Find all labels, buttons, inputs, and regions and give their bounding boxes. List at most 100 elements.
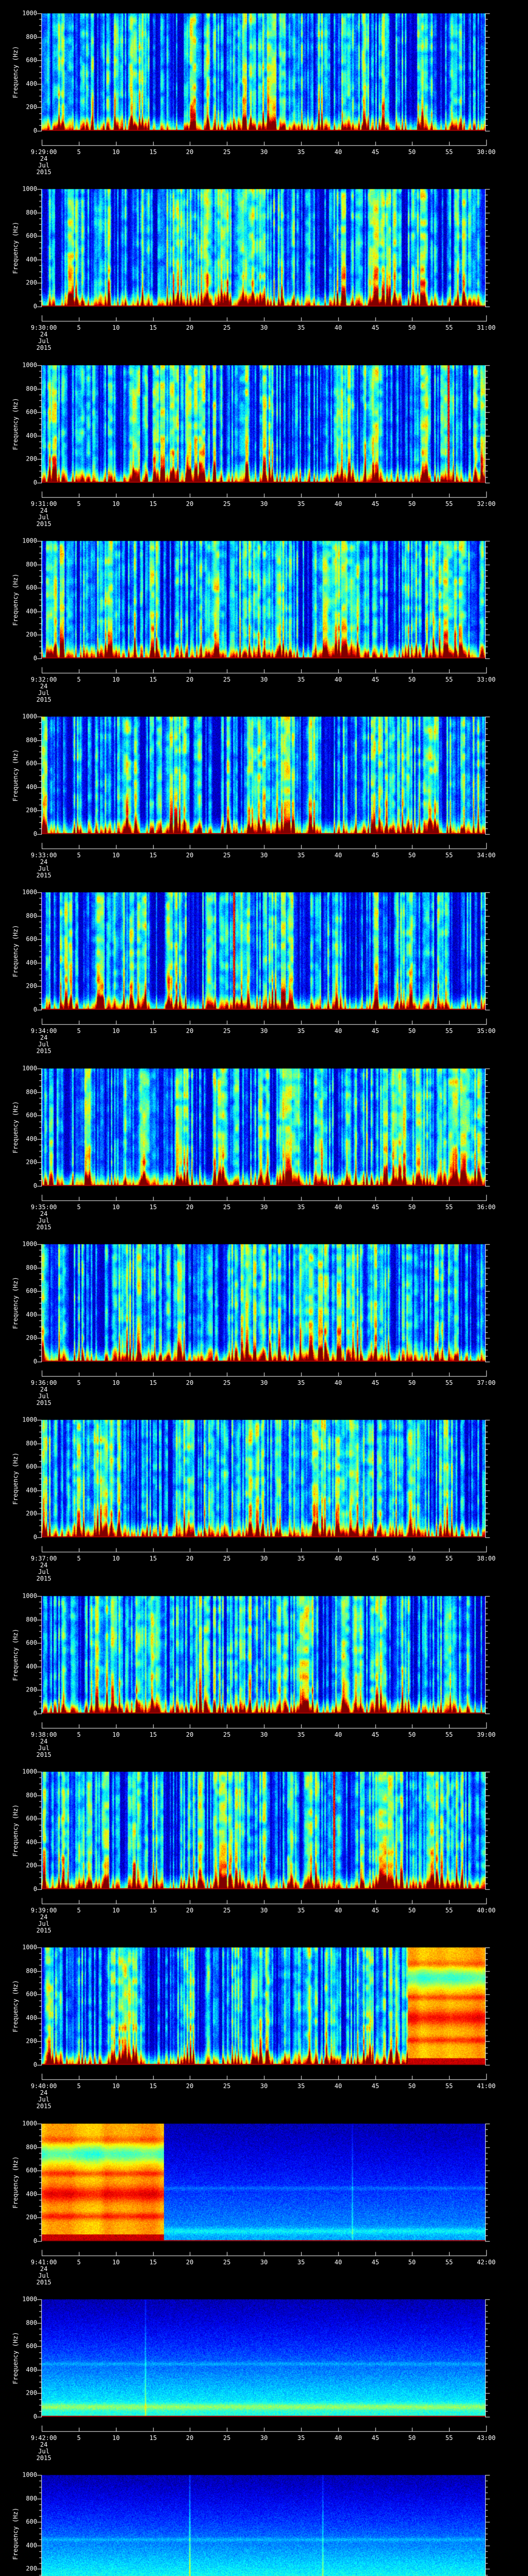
x-tick-label: 55 xyxy=(445,2082,453,2090)
x-tick-label: 30 xyxy=(260,2082,268,2090)
spectrogram-panel: Frequency (Hz) 1000 800 600 400 200 0 5 10 15 20 2… xyxy=(0,2286,528,2462)
y-tick-label: 1000 xyxy=(22,1943,37,1951)
x-tick-label: 35 xyxy=(297,148,305,156)
y-tick-label: 600 xyxy=(26,56,37,64)
end-time-label: 31:00 xyxy=(476,324,496,331)
x-tick-label: 45 xyxy=(371,2434,380,2442)
date-label: Jul xyxy=(38,1041,50,1048)
x-tick-label: 55 xyxy=(445,1204,453,1211)
y-tick-label: 1000 xyxy=(22,537,37,545)
date-label: 2015 xyxy=(36,2279,52,2286)
y-tick-label: 800 xyxy=(26,1088,37,1096)
x-tick-label: 5 xyxy=(77,2082,81,2090)
date-label: 2015 xyxy=(36,1399,52,1406)
spectrogram-panel: Frequency (Hz) 1000 800 600 400 200 0 5 10 15 20 2… xyxy=(0,2110,528,2286)
date-label: Jul xyxy=(38,2448,50,2455)
end-time-label: 35:00 xyxy=(476,1027,496,1035)
date-label: 24 xyxy=(40,1738,48,1745)
y-tick-label: 200 xyxy=(26,1334,37,1342)
x-tick-label: 55 xyxy=(445,676,453,683)
y-tick-label: 800 xyxy=(26,1967,37,1975)
x-tick-label: 15 xyxy=(149,1204,157,1211)
spectrogram-panel: Frequency (Hz) 1000 800 600 400 200 0 5 10 15 20 2… xyxy=(0,1406,528,1583)
x-tick-label: 30 xyxy=(260,1555,268,1562)
date-label: Jul xyxy=(38,514,50,521)
x-tick-label: 25 xyxy=(223,148,231,156)
x-tick-label: 25 xyxy=(223,852,231,859)
spectrogram-image xyxy=(0,2110,528,2286)
y-tick-label: 800 xyxy=(26,1616,37,1623)
x-tick-label: 20 xyxy=(186,1731,194,1738)
x-tick-label: 25 xyxy=(223,2082,231,2090)
y-tick-label: 1000 xyxy=(22,9,37,17)
x-tick-label: 40 xyxy=(334,1027,342,1035)
y-tick-label: 400 xyxy=(26,432,37,439)
y-axis-title: Frequency (Hz) xyxy=(12,1804,19,1857)
y-tick-label: 600 xyxy=(26,1463,37,1470)
date-label: Jul xyxy=(38,1568,50,1575)
date-label: 2015 xyxy=(36,696,52,703)
date-label: 24 xyxy=(40,1386,48,1393)
x-tick-label: 35 xyxy=(297,2082,305,2090)
spectrogram-panel: Frequency (Hz) 1000 800 600 400 200 0 5 10 15 20 2… xyxy=(0,1231,528,1407)
y-tick-label: 800 xyxy=(26,385,37,393)
y-tick-label: 0 xyxy=(33,479,37,486)
y-tick-label: 0 xyxy=(33,1006,37,1013)
x-tick-label: 20 xyxy=(186,1027,194,1035)
x-tick-label: 45 xyxy=(371,1027,380,1035)
x-tick-label: 30 xyxy=(260,500,268,507)
end-time-label: 39:00 xyxy=(476,1731,496,1738)
x-tick-label: 10 xyxy=(112,2434,120,2442)
x-tick-label: 10 xyxy=(112,852,120,859)
x-tick-label: 15 xyxy=(149,2082,157,2090)
date-label: Jul xyxy=(38,865,50,872)
x-tick-label: 15 xyxy=(149,148,157,156)
y-tick-label: 800 xyxy=(26,2495,37,2502)
x-tick-label: 35 xyxy=(297,852,305,859)
spectrogram-panel: Frequency (Hz) 1000 800 600 400 200 0 5 10 15 20 2… xyxy=(0,1934,528,2110)
x-tick-label: 25 xyxy=(223,500,231,507)
x-tick-label: 20 xyxy=(186,676,194,683)
end-time-label: 32:00 xyxy=(476,500,496,507)
y-tick-label: 200 xyxy=(26,279,37,286)
y-tick-label: 0 xyxy=(33,2237,37,2245)
x-tick-label: 5 xyxy=(77,1204,81,1211)
start-time-label: 9:33:00 xyxy=(30,852,57,859)
x-tick-label: 40 xyxy=(334,148,342,156)
y-tick-label: 200 xyxy=(26,2213,37,2221)
x-tick-label: 45 xyxy=(371,2082,380,2090)
x-tick-label: 35 xyxy=(297,324,305,331)
x-tick-label: 30 xyxy=(260,1204,268,1211)
date-label: 2015 xyxy=(36,344,52,351)
y-axis-title: Frequency (Hz) xyxy=(12,2507,19,2560)
end-time-label: 37:00 xyxy=(476,1379,496,1386)
y-tick-label: 800 xyxy=(26,1439,37,1447)
x-tick-label: 40 xyxy=(334,2259,342,2266)
x-tick-label: 20 xyxy=(186,1555,194,1562)
x-tick-label: 25 xyxy=(223,2434,231,2442)
x-tick-label: 30 xyxy=(260,2259,268,2266)
x-tick-label: 40 xyxy=(334,1731,342,1738)
x-tick-label: 40 xyxy=(334,324,342,331)
x-tick-label: 30 xyxy=(260,148,268,156)
y-tick-label: 0 xyxy=(33,2061,37,2069)
x-tick-label: 40 xyxy=(334,1204,342,1211)
x-tick-label: 55 xyxy=(445,1027,453,1035)
spectrogram-panel: Frequency (Hz) 1000 800 600 400 200 0 5 10 15 20 2… xyxy=(0,879,528,1055)
date-label: 2015 xyxy=(36,1047,52,1055)
x-tick-label: 20 xyxy=(186,1204,194,1211)
spectrogram-panel: Frequency (Hz) 1000 800 600 400 200 0 5 10 15 20 2… xyxy=(0,703,528,879)
y-tick-label: 0 xyxy=(33,1533,37,1541)
y-tick-label: 0 xyxy=(33,1709,37,1717)
date-label: 24 xyxy=(40,1913,48,1921)
y-tick-label: 0 xyxy=(33,302,37,310)
x-tick-label: 10 xyxy=(112,1379,120,1386)
spectrogram-image xyxy=(0,2462,528,2576)
x-tick-label: 10 xyxy=(112,1907,120,1914)
y-tick-label: 800 xyxy=(26,1264,37,1272)
date-label: 24 xyxy=(40,1562,48,1569)
x-tick-label: 45 xyxy=(371,324,380,331)
x-tick-label: 5 xyxy=(77,1731,81,1738)
y-axis-title: Frequency (Hz) xyxy=(12,1980,19,2032)
x-tick-label: 40 xyxy=(334,852,342,859)
